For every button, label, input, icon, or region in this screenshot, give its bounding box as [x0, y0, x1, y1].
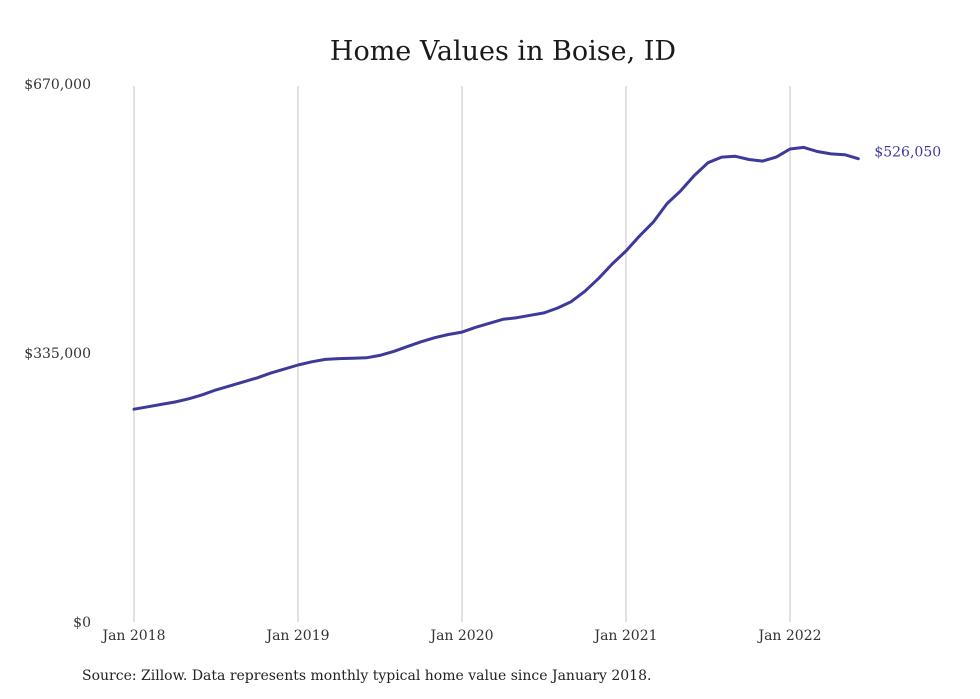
series-line	[132, 145, 860, 411]
x-tick-label: Jan 2022	[756, 628, 821, 644]
x-tick-label: Jan 2018	[100, 628, 165, 644]
gridlines	[133, 86, 791, 622]
source-note: Source: Zillow. Data represents monthly …	[82, 668, 652, 684]
chart-title: Home Values in Boise, ID	[330, 36, 676, 67]
x-tick-label: Jan 2019	[264, 628, 329, 644]
x-axis-ticks: Jan 2018 Jan 2019 Jan 2020 Jan 2021 Jan 2022	[100, 628, 821, 644]
y-tick-label: $335,000	[24, 346, 91, 362]
x-tick-label: Jan 2020	[428, 628, 493, 644]
x-tick-label: Jan 2021	[592, 628, 657, 644]
y-tick-label: $670,000	[24, 77, 91, 93]
y-axis-ticks: $0 $335,000 $670,000	[24, 77, 91, 631]
y-tick-label: $0	[73, 615, 91, 631]
end-value-label: $526,050	[874, 145, 941, 161]
